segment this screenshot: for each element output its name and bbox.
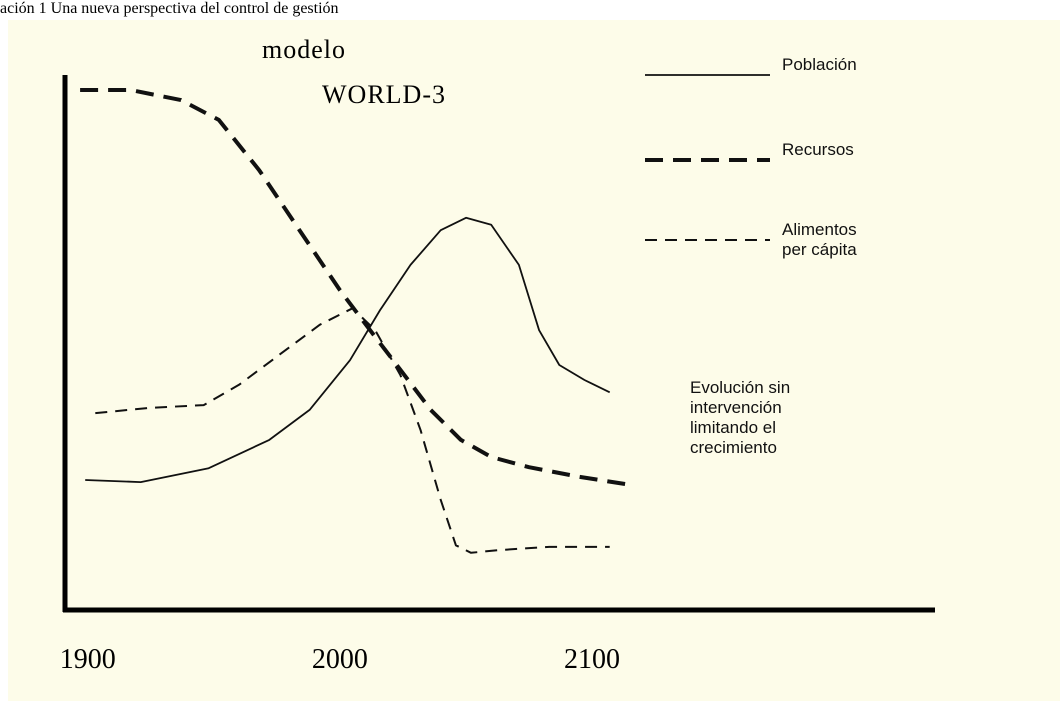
- chart-title: modelo: [262, 35, 346, 64]
- annotation: Evolución sin intervención limitando el …: [690, 378, 791, 457]
- chart-subtitle: WORLD-3: [322, 80, 446, 109]
- legend-label: Alimentos per cápita: [782, 220, 857, 259]
- caption: ación 1 Una nueva perspectiva del contro…: [0, 0, 339, 17]
- series-line: [95, 307, 610, 554]
- chart-background: [8, 20, 1060, 701]
- legend-item: Recursos: [782, 140, 854, 159]
- legend-label: Recursos: [782, 140, 854, 159]
- series-line: [80, 88, 631, 487]
- x-tick-label: 1900: [60, 644, 116, 675]
- x-tick-label: 2000: [312, 644, 368, 675]
- legend-item: Población: [782, 55, 857, 74]
- legend-item: Alimentos per cápita: [782, 220, 857, 259]
- series-line: [85, 216, 611, 483]
- x-tick-label: 2100: [564, 644, 620, 675]
- legend-label: Población: [782, 55, 857, 74]
